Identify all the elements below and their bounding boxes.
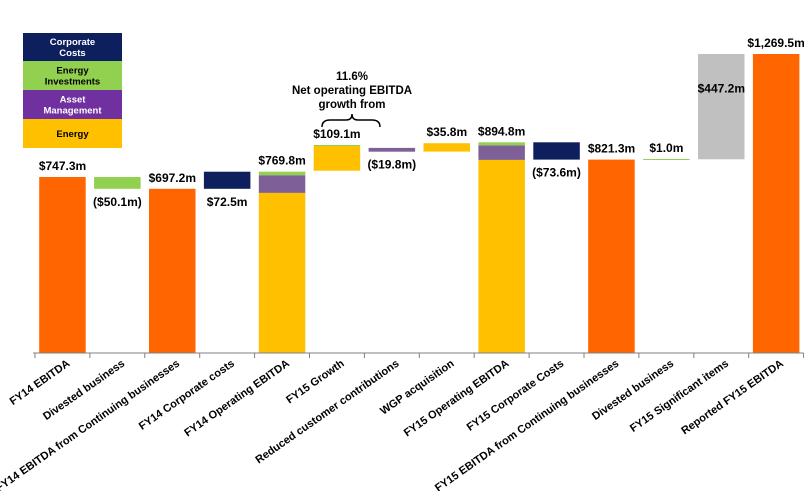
bar-9-segment-0 <box>533 142 580 160</box>
data-label-0: $747.3m <box>39 159 86 173</box>
x-tick-label-4: FY14 Operating EBITDA <box>182 358 292 440</box>
x-tick-label-3: FY14 Corporate costs <box>137 358 237 433</box>
legend-swatch-0 <box>23 33 122 61</box>
annotation-line-1: Net operating EBITDA <box>292 85 412 97</box>
annotation-brace <box>321 113 381 128</box>
data-label-12: $447.2m <box>698 82 745 96</box>
legend-swatch-2 <box>23 90 122 119</box>
bar-4-segment-0 <box>258 192 306 353</box>
data-label-10: $821.3m <box>588 142 635 156</box>
data-label-3: $72.5m <box>207 195 248 209</box>
x-tick-label-9: FY15 Corporate Costs <box>465 358 567 434</box>
legend-label-2-0: Asset <box>60 95 87 106</box>
data-label-2: $697.2m <box>149 171 196 185</box>
data-label-7: $35.8m <box>426 125 467 139</box>
legend-swatch-3 <box>23 119 122 148</box>
bar-4-segment-2 <box>258 171 306 176</box>
legend: CorporateCostsEnergyInvestmentsAssetMana… <box>23 33 122 148</box>
legend-label-3-0: Energy <box>56 129 89 140</box>
x-tick-label-8: FY15 Operating EBITDA <box>402 358 512 440</box>
data-label-11: $1.0m <box>649 141 683 155</box>
bar-7-segment-0 <box>423 143 470 152</box>
annotation-line-2: growth from <box>318 99 385 111</box>
x-axis-ticks <box>34 353 804 358</box>
legend-label-0-0: Corporate <box>50 37 95 48</box>
bar-8-segment-2 <box>478 142 525 146</box>
data-label-9: ($73.6m) <box>532 166 581 180</box>
data-label-4: $769.8m <box>258 154 305 168</box>
bar-2-segment-0 <box>149 188 196 353</box>
legend-label-1-0: Energy <box>56 66 89 77</box>
annotation: 11.6% Net operating EBITDA growth from <box>292 71 412 128</box>
legend-label-2-1: Management <box>43 106 102 117</box>
data-label-5: $109.1m <box>313 127 360 141</box>
x-tick-label-10: FY15 EBITDA from Continuing businesses <box>433 358 621 491</box>
data-label-1: ($50.1m) <box>93 195 142 209</box>
bars <box>39 54 800 353</box>
bar-4-segment-1 <box>258 175 306 193</box>
bar-6-segment-0 <box>368 147 416 152</box>
bar-10-segment-0 <box>588 159 635 353</box>
data-label-8: $894.8m <box>478 124 525 138</box>
legend-label-1-1: Investments <box>45 77 100 88</box>
bar-1-segment-0 <box>94 177 141 189</box>
x-tick-label-12: FY15 Significant items <box>628 358 731 435</box>
bar-5-segment-1 <box>313 145 361 146</box>
annotation-line-0: 11.6% <box>336 71 368 83</box>
bar-5-segment-0 <box>313 146 361 171</box>
bar-12-segment-0 <box>698 54 745 160</box>
x-tick-label-13: Reported FY15 EBITDA <box>679 358 786 438</box>
data-label-13: $1,269.5m <box>747 36 804 50</box>
bar-0-segment-0 <box>39 177 86 353</box>
bar-3-segment-0 <box>203 171 251 189</box>
data-label-6: ($19.8m) <box>367 158 416 172</box>
bar-13-segment-0 <box>752 54 800 353</box>
legend-swatch-1 <box>23 61 122 90</box>
legend-label-0-1: Costs <box>59 48 85 59</box>
bar-11-segment-0 <box>643 159 690 160</box>
bar-8-segment-1 <box>478 145 525 160</box>
bar-8-segment-0 <box>478 159 525 353</box>
data-labels: $747.3m ($50.1m) $697.2m $72.5m $769.8m $109.… <box>39 36 804 209</box>
